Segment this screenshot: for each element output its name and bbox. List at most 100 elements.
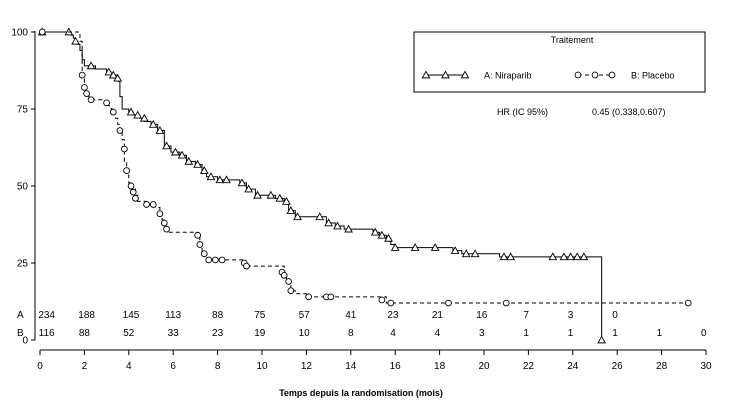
censor-mark-a bbox=[193, 159, 202, 168]
censor-mark-a bbox=[315, 212, 325, 221]
y-tick-label: 25 bbox=[17, 259, 29, 270]
risk-count: 8 bbox=[348, 328, 354, 339]
censor-mark-a bbox=[244, 184, 254, 193]
x-tick-label: 2 bbox=[82, 361, 88, 372]
censor-mark-a bbox=[108, 70, 118, 79]
censor-mark-b bbox=[243, 262, 250, 270]
risk-count: 1 bbox=[568, 328, 574, 339]
censor-mark-b bbox=[156, 210, 164, 218]
x-tick-label: 10 bbox=[256, 361, 268, 372]
censor-mark-b bbox=[378, 296, 386, 304]
risk-count: 57 bbox=[299, 310, 311, 321]
legend-label: B: Placebo bbox=[631, 71, 675, 81]
censor-mark-b bbox=[121, 145, 128, 153]
censor-mark-a bbox=[410, 243, 420, 251]
censor-mark-a bbox=[548, 252, 558, 261]
risk-count: 23 bbox=[212, 328, 224, 339]
censor-mark-a bbox=[344, 224, 353, 233]
risk-row-label: B bbox=[17, 328, 24, 339]
y-tick-label: 75 bbox=[17, 105, 29, 116]
censor-mark-a bbox=[293, 212, 302, 221]
censor-mark-b bbox=[87, 96, 95, 104]
censor-mark-b bbox=[78, 71, 86, 79]
legend-marker bbox=[608, 71, 616, 79]
legend-entry-a: A: Niraparib bbox=[421, 70, 532, 81]
risk-count: 75 bbox=[254, 310, 266, 321]
risk-count: 116 bbox=[39, 328, 55, 339]
censor-mark-b bbox=[305, 293, 312, 301]
censor-mark-a bbox=[184, 156, 194, 165]
censor-mark-b bbox=[212, 256, 219, 264]
risk-count: 1 bbox=[523, 328, 529, 339]
censor-mark-b bbox=[684, 299, 692, 307]
censor-mark-a bbox=[215, 175, 225, 184]
censor-mark-b bbox=[218, 256, 226, 264]
censor-mark-b bbox=[127, 182, 135, 190]
censor-mark-a bbox=[370, 227, 380, 236]
censor-mark-b bbox=[502, 299, 510, 307]
censor-mark-b bbox=[143, 201, 150, 208]
x-tick-label: 22 bbox=[523, 361, 535, 372]
legend-marker bbox=[574, 71, 582, 79]
series-layer bbox=[37, 27, 692, 344]
x-axis-title: Temps depuis la randomisation (mois) bbox=[279, 388, 443, 398]
censor-mark-a bbox=[237, 178, 247, 187]
risk-count: 4 bbox=[390, 328, 396, 339]
risk-count: 1 bbox=[657, 328, 663, 339]
censor-mark-b bbox=[83, 90, 90, 97]
legend: Traitement A: Niraparib B: Placebo HR (IC… bbox=[413, 31, 706, 117]
censor-mark-b bbox=[129, 188, 137, 196]
censor-mark-b bbox=[445, 299, 452, 307]
risk-row-b: B 116 88 52 33 23 19 10 8 4 4 3 1 1 1 1 0 bbox=[17, 328, 707, 339]
censor-mark-a bbox=[171, 147, 180, 156]
censor-mark-b bbox=[327, 293, 335, 301]
y-tick-label: 100 bbox=[11, 28, 28, 39]
censor-mark-b bbox=[194, 231, 201, 239]
risk-count: 3 bbox=[568, 310, 574, 321]
x-tick-label: 18 bbox=[434, 361, 446, 372]
censor-mark-a bbox=[506, 252, 516, 261]
risk-count: 7 bbox=[523, 310, 529, 321]
censor-mark-a bbox=[113, 73, 123, 82]
censor-mark-a bbox=[253, 190, 262, 199]
x-tick-label: 30 bbox=[700, 361, 712, 372]
risk-count: 88 bbox=[212, 310, 224, 321]
censor-mark-a bbox=[461, 249, 471, 258]
risk-count: 234 bbox=[38, 310, 55, 321]
censor-mark-b bbox=[81, 84, 88, 91]
censor-mark-a bbox=[266, 190, 276, 199]
censor-mark-a bbox=[133, 110, 143, 119]
x-tick-label: 0 bbox=[37, 361, 43, 372]
censor-mark-b bbox=[287, 287, 295, 295]
x-tick-label: 24 bbox=[567, 361, 579, 372]
risk-row-a: A 234 188 145 113 88 75 57 41 23 21 16 7 3 0 bbox=[17, 310, 618, 321]
x-tick-label: 14 bbox=[345, 361, 357, 372]
censor-mark-a bbox=[450, 246, 460, 255]
censor-mark-a bbox=[148, 119, 158, 128]
hr-value: 0.45 (0.338,0.607) bbox=[592, 107, 666, 117]
risk-row-label: A bbox=[17, 310, 24, 321]
hr-label: HR (IC 95%) bbox=[497, 107, 548, 117]
x-tick-label: 4 bbox=[126, 361, 132, 372]
censor-mark-a bbox=[384, 233, 393, 242]
censor-mark-a bbox=[139, 113, 149, 122]
risk-count: 1 bbox=[612, 328, 618, 339]
censor-mark-b bbox=[132, 194, 139, 202]
censor-mark-b bbox=[109, 108, 117, 116]
censor-mark-b bbox=[196, 241, 204, 248]
censor-mark-a bbox=[333, 221, 342, 230]
legend-label: A: Niraparib bbox=[484, 71, 532, 81]
x-tick-label: 12 bbox=[301, 361, 313, 372]
risk-count: 52 bbox=[123, 328, 135, 339]
censor-mark-b bbox=[149, 201, 157, 208]
risk-count: 0 bbox=[701, 328, 707, 339]
censor-mark-a bbox=[470, 249, 480, 258]
x-tick-label: 8 bbox=[215, 361, 221, 372]
censor-mark-b bbox=[285, 278, 292, 285]
legend-marker bbox=[591, 71, 599, 79]
censor-mark-a bbox=[282, 196, 291, 205]
censor-mark-a bbox=[324, 218, 333, 227]
censor-mark-b bbox=[160, 219, 168, 227]
censor-mark-a bbox=[162, 141, 171, 150]
censor-mark-b bbox=[38, 28, 46, 36]
